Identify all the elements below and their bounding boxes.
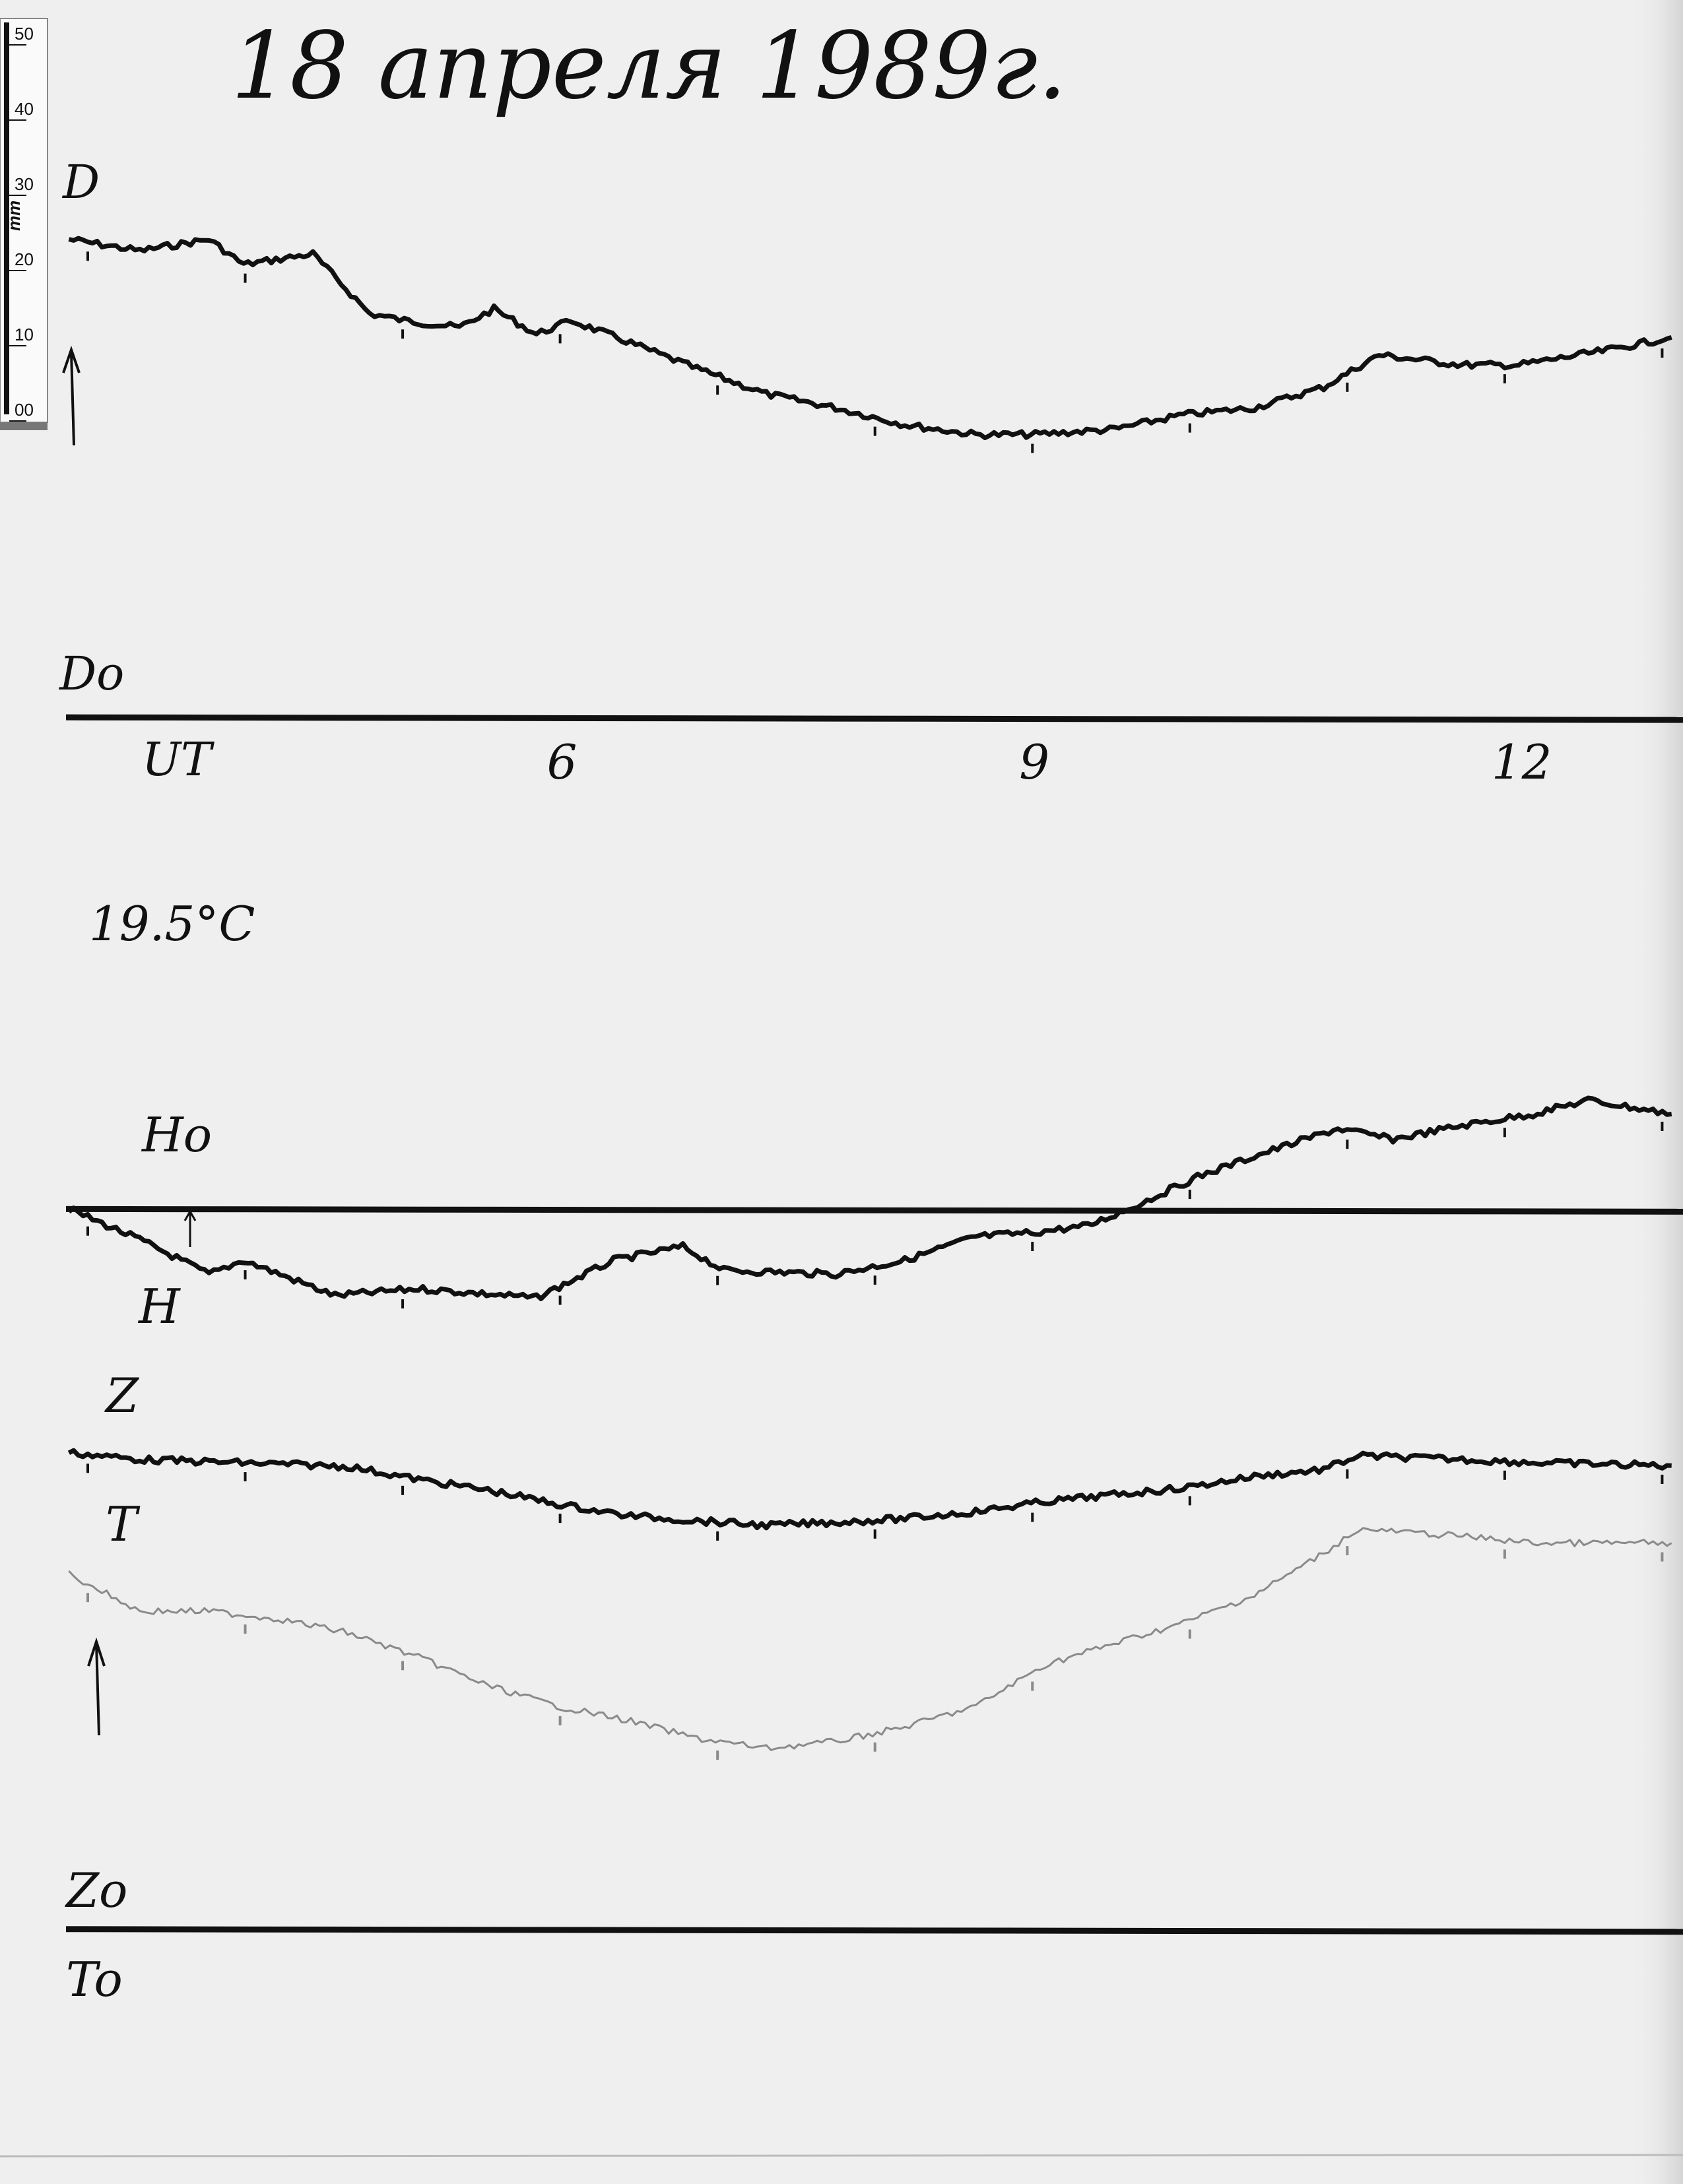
trace-z xyxy=(67,1448,1672,1531)
d-label: D xyxy=(61,155,100,209)
trace-h xyxy=(67,1095,1672,1301)
ruler-label: 10 xyxy=(15,325,34,344)
paper-bottom-edge xyxy=(0,2154,1683,2158)
d-direction-arrow-icon xyxy=(62,345,81,446)
z-label: Z xyxy=(104,1368,140,1423)
h-label: H xyxy=(137,1279,181,1334)
t0-label: To xyxy=(66,1952,123,2007)
x-tick-label: 6 xyxy=(547,734,578,790)
t-label: T xyxy=(106,1496,141,1552)
ruler-label: 00 xyxy=(15,400,34,420)
temperature-label: 19.5°C xyxy=(89,896,255,951)
h-start-arrow-icon xyxy=(183,1209,197,1247)
ruler-label: 40 xyxy=(15,99,34,119)
h0-label: Ho xyxy=(141,1107,212,1163)
ruler-unit: mm xyxy=(4,201,24,231)
do-baseline xyxy=(65,714,1683,723)
ruler-label: 50 xyxy=(15,24,34,44)
mm-ruler: 50 40 30 20 10 00 mm xyxy=(0,18,48,430)
x-tick-label: 12 xyxy=(1492,734,1552,790)
ruler-label: 20 xyxy=(15,249,34,269)
x-tick-label: 9 xyxy=(1019,734,1049,790)
t-direction-arrow-icon xyxy=(87,1637,106,1736)
x-axis-label: UT xyxy=(142,732,214,787)
paper-edge-shadow xyxy=(1630,0,1683,2184)
trace-t xyxy=(68,1527,1672,1751)
z0-label: Zo xyxy=(65,1863,127,1918)
chart-title: 18 апреля 1989г. xyxy=(231,13,1067,120)
ruler-label: 30 xyxy=(15,174,34,194)
ho-baseline xyxy=(65,1205,1683,1215)
zo-baseline xyxy=(65,1926,1683,1935)
trace-d xyxy=(68,236,1672,441)
d0-label: Do xyxy=(58,647,124,701)
